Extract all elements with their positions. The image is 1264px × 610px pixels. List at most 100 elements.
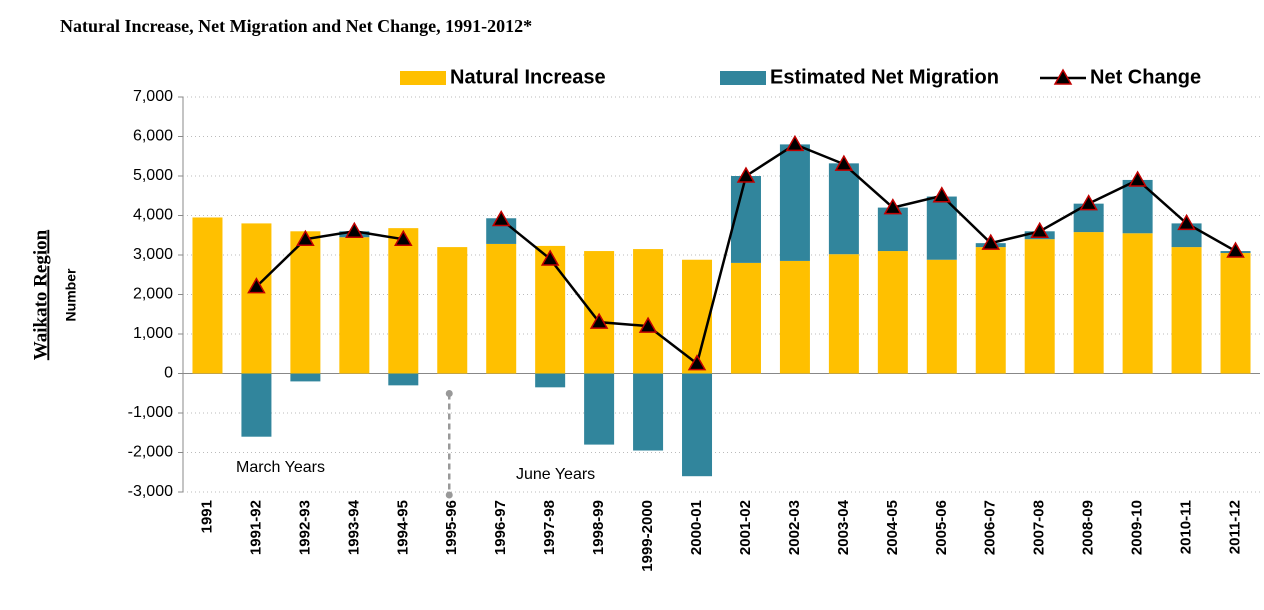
bar [388, 373, 419, 386]
x-tick-label: 2007-08 [1031, 500, 1048, 555]
x-tick-label: 1996-97 [492, 500, 509, 555]
bar [339, 237, 370, 374]
legend-swatch [400, 71, 446, 85]
marker [589, 312, 609, 329]
legend-swatch [720, 71, 766, 85]
marker [1226, 241, 1245, 258]
y-tick-label: 7,000 [133, 88, 173, 105]
marker [394, 229, 413, 246]
marker [1128, 170, 1147, 187]
x-tick-label: 1991-92 [247, 500, 264, 555]
x-tick-label: 1999-2000 [639, 500, 656, 572]
x-tick-label: 2008-09 [1080, 500, 1097, 555]
divider-end [445, 390, 453, 397]
y-axis-label: Number [63, 268, 79, 321]
x-tick-label: 2009-10 [1129, 500, 1146, 555]
x-tick-label: 2006-07 [982, 500, 999, 555]
x-tick-label: 2002-03 [786, 500, 803, 555]
x-tick-label: 1995-96 [443, 500, 460, 555]
marker [345, 221, 364, 239]
y-tick-label: 6,000 [133, 128, 173, 145]
marker [687, 354, 707, 371]
marker [981, 233, 1001, 250]
bar [1024, 239, 1055, 374]
marker [834, 154, 854, 171]
x-tick-label: 2003-04 [835, 499, 852, 555]
legend-label: Estimated Net Migration [770, 66, 999, 88]
legend-marker [1053, 68, 1073, 85]
bar [192, 217, 223, 374]
y-tick-label: 3,000 [133, 246, 173, 263]
marker [736, 166, 756, 183]
y-tick-label: 4,000 [133, 207, 173, 224]
bar [241, 223, 272, 374]
bar [730, 262, 761, 374]
marker [638, 316, 658, 333]
legend-label: Natural Increase [450, 66, 606, 88]
y-tick-label: -2,000 [128, 444, 173, 461]
bar [486, 243, 517, 374]
marker [1030, 221, 1049, 239]
bar [584, 251, 615, 374]
bar [241, 373, 272, 437]
legend-label: Net Change [1090, 66, 1201, 88]
bar [975, 247, 1006, 374]
marker [247, 277, 266, 294]
chart-title: Natural Increase, Net Migration and Net … [60, 16, 532, 36]
bar [877, 251, 908, 374]
side-label: Waikato Region [30, 229, 51, 360]
bar [1171, 247, 1202, 374]
x-tick-label: 1998-99 [590, 500, 607, 555]
bar [779, 260, 810, 374]
marker [785, 134, 805, 152]
bar [535, 373, 566, 388]
annotation: March Years [236, 459, 325, 476]
x-tick-label: 2004-05 [884, 500, 901, 555]
bar [828, 163, 859, 255]
x-tick-label: 1997-98 [541, 500, 558, 555]
bar [828, 254, 859, 374]
divider-end [445, 491, 453, 499]
bar [1220, 253, 1251, 374]
bar [290, 231, 321, 374]
bar [437, 247, 468, 374]
bar [682, 373, 713, 477]
y-tick-label: 1,000 [133, 325, 173, 342]
x-tick-label: 1994-95 [394, 500, 411, 555]
x-tick-label: 1992-93 [296, 500, 313, 555]
marker [540, 249, 560, 266]
x-tick-label: 2011-12 [1226, 500, 1243, 554]
marker [932, 186, 952, 203]
bar [388, 228, 419, 374]
bar [877, 207, 908, 252]
bar [290, 373, 321, 382]
x-tick-label: 2000-01 [688, 500, 705, 555]
marker [296, 229, 315, 246]
marker [1177, 213, 1196, 231]
bar [535, 245, 566, 374]
y-tick-label: 2,000 [133, 286, 173, 303]
bar [730, 176, 761, 263]
y-tick-label: 5,000 [133, 167, 173, 184]
line [255, 142, 1237, 366]
bar [584, 373, 615, 445]
bar [633, 249, 664, 374]
annotation: June Years [516, 466, 595, 483]
bar [779, 144, 810, 261]
x-tick-label: 2010-11 [1178, 500, 1195, 554]
y-tick-label: -1,000 [128, 404, 173, 421]
x-tick-label: 2001-02 [737, 500, 754, 555]
marker [883, 198, 903, 215]
y-tick-label: 0 [164, 365, 173, 382]
marker [1079, 194, 1098, 211]
y-tick-label: -3,000 [128, 483, 173, 500]
bar [1073, 232, 1104, 374]
x-tick-label: 1991 [198, 500, 215, 533]
x-tick-label: 2005-06 [933, 500, 950, 555]
bar [1122, 233, 1153, 374]
x-tick-label: 1993-94 [345, 499, 362, 555]
marker [491, 209, 511, 227]
bar [926, 259, 957, 374]
bar [633, 373, 664, 451]
